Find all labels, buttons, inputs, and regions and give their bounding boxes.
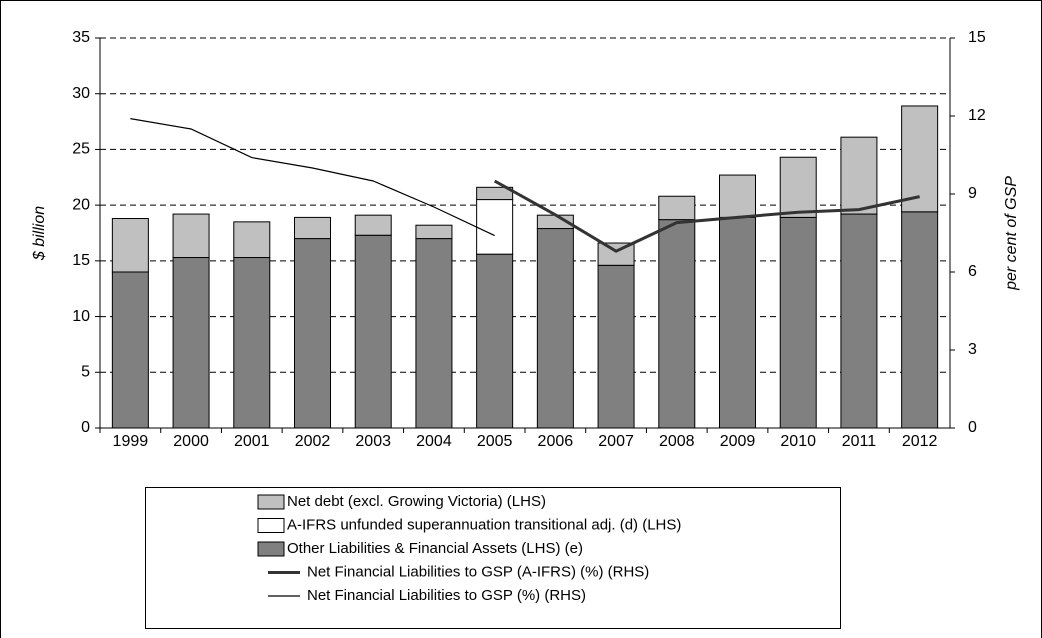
x-tick-label: 2007 xyxy=(598,433,634,450)
bar xyxy=(111,271,149,429)
y2-tick-label: 3 xyxy=(968,341,977,358)
bar xyxy=(172,213,210,259)
bar xyxy=(658,219,696,429)
bar xyxy=(719,216,756,429)
x-tick-label: 2000 xyxy=(173,433,209,450)
y-tick-label: 30 xyxy=(72,85,90,102)
y-tick-label: 15 xyxy=(72,252,90,269)
legend-label: Net debt (excl. Growing Victoria) (LHS) xyxy=(287,493,546,510)
line xyxy=(493,179,920,253)
bar xyxy=(354,234,392,429)
bar xyxy=(294,238,331,429)
y-tick-label: 10 xyxy=(72,308,90,325)
x-tick-label: 2010 xyxy=(780,433,816,450)
bar xyxy=(536,228,574,429)
legend-label: Net Financial Liabilities to GSP (%) (RH… xyxy=(307,587,586,604)
x-tick-label: 2004 xyxy=(416,433,452,450)
x-tick-label: 2003 xyxy=(355,433,391,450)
bar xyxy=(172,257,210,429)
x-tick-label: 2009 xyxy=(720,433,756,450)
x-tick-label: 2008 xyxy=(659,433,695,450)
bar xyxy=(476,253,514,429)
y-tick-label: 5 xyxy=(81,364,90,381)
x-tick-label: 2011 xyxy=(842,433,877,450)
bar xyxy=(233,221,271,259)
line xyxy=(130,118,495,237)
y-tick-label: 20 xyxy=(72,196,90,213)
legend-swatch xyxy=(257,494,285,510)
bar xyxy=(597,264,635,429)
legend-swatch xyxy=(257,518,285,533)
legend-label: Other Liabilities & Financial Assets (LH… xyxy=(287,540,583,557)
bar xyxy=(719,174,756,218)
x-tick-label: 2001 xyxy=(234,433,270,450)
legend-label: A-IFRS unfunded superannuation transitio… xyxy=(287,516,681,533)
bar xyxy=(476,186,514,201)
bar xyxy=(658,195,696,221)
bar xyxy=(111,218,149,273)
bar xyxy=(476,199,514,255)
bar xyxy=(294,216,331,240)
bar xyxy=(901,211,939,429)
y2-tick-label: 9 xyxy=(968,185,977,202)
legend xyxy=(145,487,841,629)
bar xyxy=(779,156,817,218)
x-tick-label: 2006 xyxy=(538,433,574,450)
y2-tick-label: 0 xyxy=(968,419,977,436)
x-tick-label: 2012 xyxy=(902,433,938,450)
y-tick-label: 25 xyxy=(72,141,90,158)
bar xyxy=(840,213,878,429)
legend-swatch xyxy=(257,541,285,557)
x-tick-label: 2002 xyxy=(295,433,331,450)
y-tick-label: 35 xyxy=(72,29,90,46)
bar xyxy=(779,216,817,429)
x-tick-label: 1999 xyxy=(113,433,149,450)
y2-tick-label: 6 xyxy=(968,263,977,280)
y2-axis-label: per cent of GSP xyxy=(1003,176,1020,291)
bar xyxy=(415,238,453,429)
bar xyxy=(354,214,392,236)
bar xyxy=(840,136,878,215)
legend-label: Net Financial Liabilities to GSP (A-IFRS… xyxy=(307,563,649,580)
y2-tick-label: 12 xyxy=(968,107,986,124)
bar xyxy=(901,105,939,213)
y2-tick-label: 15 xyxy=(968,29,986,46)
y-axis-label: $ billion xyxy=(31,206,48,261)
y-tick-label: 0 xyxy=(81,419,90,436)
bar xyxy=(233,257,271,429)
bar xyxy=(415,224,453,240)
x-tick-label: 2005 xyxy=(477,433,513,450)
